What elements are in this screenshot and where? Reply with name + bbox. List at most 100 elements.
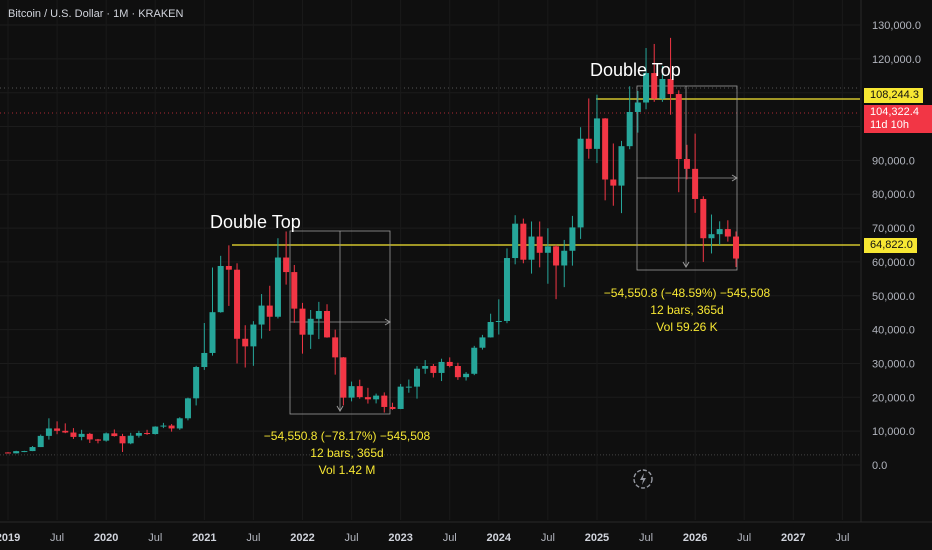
candle[interactable] <box>700 196 707 262</box>
candle[interactable] <box>307 309 314 349</box>
candle[interactable] <box>234 263 241 364</box>
candle[interactable] <box>315 301 322 340</box>
candle[interactable] <box>724 220 731 242</box>
double-top-right-label[interactable]: Double Top <box>590 60 681 80</box>
candle[interactable] <box>37 434 44 448</box>
candle[interactable] <box>618 140 625 214</box>
candle[interactable] <box>446 357 453 368</box>
tradingview-logo-icon[interactable] <box>632 468 654 490</box>
candle[interactable] <box>585 98 592 159</box>
candle[interactable] <box>381 392 388 413</box>
candle[interactable] <box>512 215 519 265</box>
candle[interactable] <box>176 417 183 430</box>
candle[interactable] <box>593 94 600 164</box>
candle[interactable] <box>62 423 69 434</box>
candle[interactable] <box>733 231 740 267</box>
candle[interactable] <box>299 302 306 354</box>
candle[interactable] <box>520 218 527 264</box>
last-price-tag[interactable]: 104,322.4 11d 10h <box>864 105 932 133</box>
measure-box-right[interactable] <box>636 85 738 271</box>
candle[interactable] <box>266 285 273 331</box>
candle[interactable] <box>626 86 633 150</box>
candle[interactable] <box>569 215 576 266</box>
candle[interactable] <box>495 299 502 335</box>
candle[interactable] <box>610 143 617 206</box>
candle[interactable] <box>348 381 355 402</box>
candle[interactable] <box>356 379 363 399</box>
candle[interactable] <box>397 383 404 410</box>
candle[interactable] <box>544 228 551 284</box>
candle[interactable] <box>201 323 208 370</box>
candle[interactable] <box>111 429 118 437</box>
candle[interactable] <box>225 245 232 306</box>
candle[interactable] <box>209 267 216 356</box>
candle[interactable] <box>422 360 429 374</box>
candle[interactable] <box>94 438 101 444</box>
candle[interactable] <box>430 363 437 378</box>
candle[interactable] <box>103 432 110 442</box>
candle[interactable] <box>561 239 568 288</box>
candle[interactable] <box>692 133 699 213</box>
candle[interactable] <box>78 429 85 441</box>
candle[interactable] <box>536 221 543 268</box>
candle[interactable] <box>184 397 191 421</box>
candle[interactable] <box>373 393 380 404</box>
candle[interactable] <box>135 430 142 438</box>
measure-box-left[interactable] <box>289 230 391 415</box>
candle[interactable] <box>21 450 28 453</box>
candle[interactable] <box>45 418 52 440</box>
candle[interactable] <box>160 422 167 429</box>
candle[interactable] <box>364 387 371 404</box>
candle[interactable] <box>438 358 445 382</box>
candle[interactable] <box>340 357 347 406</box>
candle[interactable] <box>414 366 420 399</box>
candle[interactable] <box>5 452 11 454</box>
candle[interactable] <box>389 402 396 410</box>
candle[interactable] <box>471 345 478 376</box>
candle[interactable] <box>667 37 674 115</box>
candle[interactable] <box>119 433 126 452</box>
candle[interactable] <box>283 231 290 285</box>
candle[interactable] <box>332 329 339 375</box>
candle[interactable] <box>86 432 93 443</box>
candle[interactable] <box>291 264 298 323</box>
candle[interactable] <box>324 304 331 338</box>
candle[interactable] <box>479 334 486 350</box>
candle[interactable] <box>577 127 584 239</box>
candle[interactable] <box>54 421 61 435</box>
double-top-left-label[interactable]: Double Top <box>210 212 301 232</box>
candle[interactable] <box>528 221 535 274</box>
candle[interactable] <box>503 248 510 324</box>
candle[interactable] <box>487 313 494 338</box>
candle[interactable] <box>250 321 257 366</box>
candle[interactable] <box>454 362 461 380</box>
candle[interactable] <box>553 244 560 300</box>
horizontal-levels[interactable] <box>232 98 860 246</box>
support-line-price-tag[interactable]: 64,822.0 <box>864 238 917 253</box>
candle[interactable] <box>152 426 159 435</box>
symbol-title[interactable]: Bitcoin / U.S. Dollar · 1M · KRAKEN <box>8 8 184 20</box>
candle[interactable] <box>708 214 715 254</box>
candle[interactable] <box>463 372 470 381</box>
candle[interactable] <box>13 450 20 454</box>
candles[interactable] <box>5 37 740 454</box>
candle[interactable] <box>675 90 682 193</box>
candle[interactable] <box>168 424 175 432</box>
measure-boxes[interactable] <box>289 85 738 415</box>
price-axis[interactable]: 0.0 10,000.0 20,000.0 30,000.0 40,000.0 50,00… <box>860 0 921 522</box>
candle[interactable] <box>258 294 265 339</box>
candle[interactable] <box>127 432 134 445</box>
candle[interactable] <box>405 379 412 393</box>
candle[interactable] <box>651 43 658 102</box>
time-axis[interactable]: 2019 Jul 2020 Jul 2021 Jul 2022 Jul 2023 Jul 2024 J… <box>0 521 932 544</box>
candle[interactable] <box>643 48 650 110</box>
candle[interactable] <box>602 118 609 201</box>
candle[interactable] <box>634 91 641 133</box>
candle[interactable] <box>193 365 200 406</box>
candle[interactable] <box>274 238 281 319</box>
candle[interactable] <box>70 428 77 439</box>
top-line-price-tag[interactable]: 108,244.3 <box>864 88 923 103</box>
candle[interactable] <box>242 325 249 368</box>
candle[interactable] <box>29 446 36 452</box>
